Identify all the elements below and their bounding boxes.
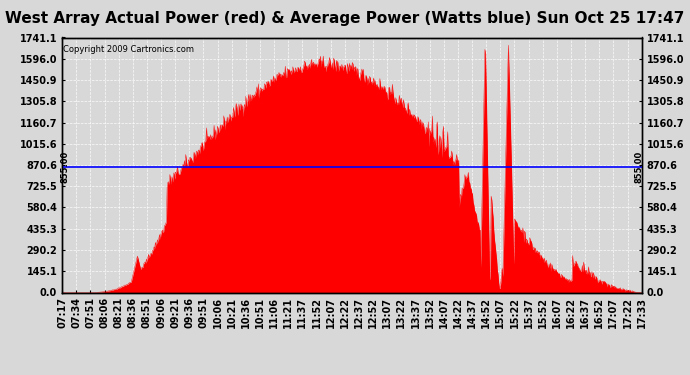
Text: West Array Actual Power (red) & Average Power (Watts blue) Sun Oct 25 17:47: West Array Actual Power (red) & Average … (6, 11, 684, 26)
Text: 855.00: 855.00 (61, 151, 70, 183)
Text: Copyright 2009 Cartronics.com: Copyright 2009 Cartronics.com (63, 45, 195, 54)
Text: 855.00: 855.00 (634, 151, 643, 183)
